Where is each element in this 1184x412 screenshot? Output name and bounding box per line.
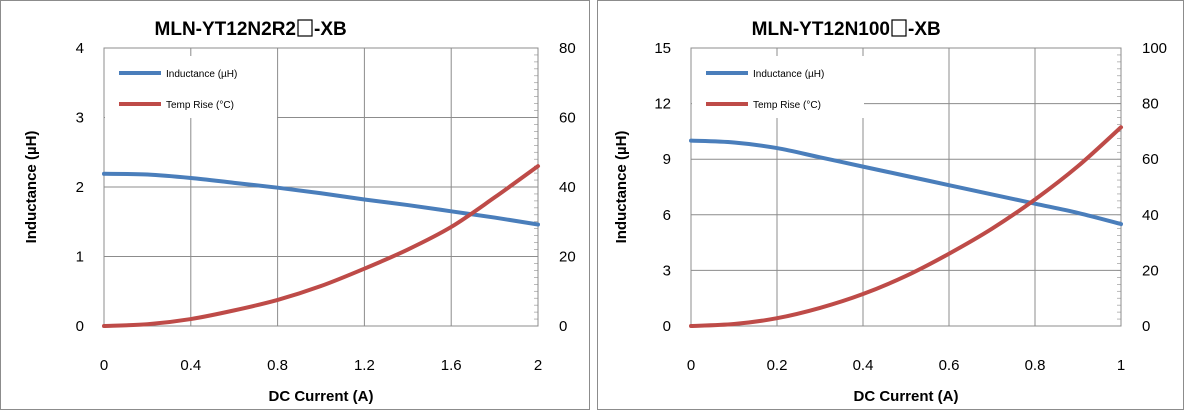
x-tick-label: 0.6	[939, 357, 960, 374]
y-tick-label: 1	[76, 249, 84, 266]
y2-tick-label: 100	[1142, 40, 1167, 57]
y2-tick-label: 20	[1142, 262, 1159, 279]
y-tick-label: 3	[663, 262, 671, 279]
series-line-inductance	[102, 171, 540, 227]
x-tick-label: 0.8	[267, 357, 288, 374]
x-tick-label: 0	[100, 357, 108, 374]
legend-background	[692, 56, 864, 118]
y-tick-label: 0	[76, 318, 84, 335]
chart-title: MLN-YT12N100 -XB	[752, 19, 941, 40]
x-tick-label: 0	[687, 357, 695, 374]
chart-right-svg: MLN-YT12N100 -XB 0 0.2 0.4 0.6 0.8 1 0 3 6 9 12 15 0 20…	[613, 19, 1167, 405]
chart-panel-left: MLN-YT12N2R2 -XB 0 0.4 0.8 1.2 1.6 2 0 1 2 3 4 0 20 40 6…	[0, 0, 590, 410]
y-axis-title: Inductance (µH)	[23, 131, 40, 244]
y-axis-title: Inductance (µH)	[613, 131, 630, 244]
chart-title-suffix: -XB	[908, 19, 941, 40]
y2-tick-label: 60	[1142, 151, 1159, 168]
y2-tick-label: 0	[559, 318, 567, 335]
y2-tick-label: 80	[559, 40, 576, 57]
x-tick-label: 1	[1117, 357, 1125, 374]
title-box-glyph	[297, 19, 313, 37]
minor-tick-marks	[1117, 47, 1121, 327]
legend: Inductance (µH) Temp Rise (°C)	[692, 56, 864, 118]
chart-panel-right: MLN-YT12N100 -XB 0 0.2 0.4 0.6 0.8 1 0 3 6 9 12 15 0 20…	[597, 0, 1184, 410]
y-tick-label: 12	[654, 96, 671, 113]
x-tick-label: 0.8	[1025, 357, 1046, 374]
series-line-inductance	[689, 138, 1123, 227]
series-line-temp-rise	[689, 125, 1123, 328]
y-tick-label: 15	[654, 40, 671, 57]
y2-tick-label: 60	[559, 110, 576, 127]
x-tick-label: 1.6	[441, 357, 462, 374]
y-tick-label: 9	[663, 151, 671, 168]
y2-tick-label: 40	[559, 179, 576, 196]
x-axis-title: DC Current (A)	[854, 388, 959, 405]
legend: Inductance (µH) Temp Rise (°C)	[105, 56, 277, 118]
series-line-temp-rise	[102, 164, 540, 328]
chart-title-prefix: MLN-YT12N2R2	[155, 19, 296, 40]
y2-tick-label: 0	[1142, 318, 1150, 335]
y-tick-label: 0	[663, 318, 671, 335]
chart-title-prefix: MLN-YT12N100	[752, 19, 890, 40]
chart-title-suffix: -XB	[314, 19, 347, 40]
chart-title: MLN-YT12N2R2 -XB	[155, 19, 347, 40]
chart-left-svg: MLN-YT12N2R2 -XB0 0.4 0.8 1.2 1.6 201234020406…	[23, 19, 576, 405]
y-tick-label: 6	[663, 207, 671, 224]
x-tick-label: 2	[534, 357, 542, 374]
legend-label: Inductance (µH)	[753, 69, 824, 80]
x-tick-label: 1.2	[354, 357, 375, 374]
legend-label: Temp Rise (°C)	[753, 100, 821, 111]
y2-tick-label: 40	[1142, 207, 1159, 224]
legend-label: Temp Rise (°C)	[166, 100, 234, 111]
x-axis-title: DC Current (A)	[269, 388, 374, 405]
legend-background	[105, 56, 277, 118]
y2-tick-label: 20	[559, 249, 576, 266]
y2-tick-label: 80	[1142, 96, 1159, 113]
y-tick-label: 3	[76, 110, 84, 127]
x-tick-label: 0.2	[767, 357, 788, 374]
y-tick-label: 4	[76, 40, 84, 57]
x-tick-label: 0.4	[180, 357, 201, 374]
legend-label: Inductance (µH)	[166, 69, 237, 80]
x-tick-label: 0.4	[853, 357, 874, 374]
y-tick-label: 2	[76, 179, 84, 196]
title-box-glyph	[891, 19, 907, 37]
